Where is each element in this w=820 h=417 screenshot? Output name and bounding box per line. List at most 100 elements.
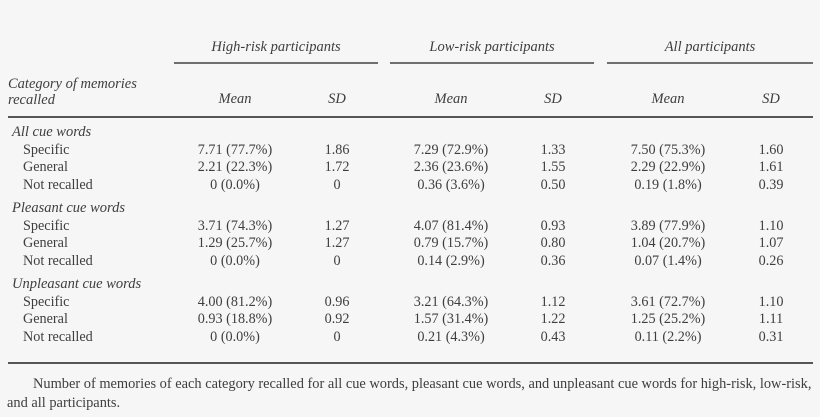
- row-label: Specific: [23, 217, 70, 234]
- value-cell: 1.27: [324, 235, 350, 251]
- column-gap: [594, 311, 607, 329]
- value-cell: 0.26: [758, 252, 784, 269]
- subheader-mean-low-risk: Mean: [434, 91, 468, 107]
- value-cell: 0.36 (3.6%): [417, 176, 485, 193]
- value-cell: 3.61 (72.7%): [630, 293, 706, 310]
- subheader-sd-low-risk: SD: [544, 91, 562, 107]
- value-cell: 4.07 (81.4%): [413, 217, 489, 234]
- value-cell: 2.21 (22.3%): [197, 159, 273, 175]
- table-row: Specific 3.71 (74.3%) 1.27 4.07 (81.4%) …: [8, 218, 813, 236]
- column-gap: [378, 177, 390, 195]
- value-cell: 1.07: [758, 235, 784, 251]
- value-cell: 1.27: [324, 217, 350, 234]
- row-header-category: Category of memories recalled: [8, 76, 137, 108]
- value-cell: 7.29 (72.9%): [413, 141, 489, 158]
- column-gap: [594, 235, 607, 253]
- value-cell: 1.86: [324, 141, 350, 158]
- value-cell: 0: [333, 176, 341, 193]
- value-cell: 0.93 (18.8%): [197, 311, 273, 327]
- value-cell: 0.92: [324, 311, 350, 327]
- section-row: Pleasant cue words: [8, 194, 813, 218]
- subheader-sd-all: SD: [762, 91, 780, 107]
- value-cell: 0.31: [758, 328, 784, 345]
- value-cell: 1.10: [758, 293, 784, 310]
- value-cell: 3.89 (77.9%): [630, 217, 706, 234]
- value-cell: 1.25 (25.2%): [630, 311, 706, 327]
- column-gap: [594, 294, 607, 312]
- column-gap: [594, 14, 607, 117]
- table-row: Not recalled 0 (0.0%) 0 0.36 (3.6%) 0.50…: [8, 177, 813, 195]
- column-gap: [378, 253, 390, 271]
- value-cell: 0.19 (1.8%): [634, 176, 702, 193]
- value-cell: 0.43: [540, 328, 566, 345]
- column-gap: [378, 218, 390, 236]
- memory-recall-table: Category of memories recalled High-risk …: [8, 14, 814, 364]
- table-row: General 0.93 (18.8%) 0.92 1.57 (31.4%) 1…: [8, 311, 813, 329]
- value-cell: 0.96: [324, 293, 350, 310]
- value-cell: 0.50: [540, 176, 566, 193]
- column-gap: [594, 177, 607, 195]
- column-gap: [594, 253, 607, 271]
- section-row: Unpleasant cue words: [8, 270, 813, 294]
- table-header: Category of memories recalled High-risk …: [8, 14, 814, 117]
- value-cell: 0: [333, 252, 341, 269]
- table-row: General 2.21 (22.3%) 1.72 2.36 (23.6%) 1…: [8, 159, 813, 177]
- subheader-mean-high-risk: Mean: [218, 91, 252, 107]
- column-gap: [378, 159, 390, 177]
- value-cell: 1.29 (25.7%): [197, 235, 273, 251]
- subheader-sd-high-risk: SD: [328, 91, 346, 107]
- row-label: Not recalled: [23, 328, 93, 345]
- value-cell: 0 (0.0%): [210, 328, 260, 345]
- value-cell: 2.36 (23.6%): [413, 159, 489, 175]
- row-label: General: [23, 311, 68, 327]
- section-title-pleasant-cue-words: Pleasant cue words: [12, 200, 126, 216]
- value-cell: 0.21 (4.3%): [417, 328, 485, 345]
- value-cell: 1.55: [540, 159, 566, 175]
- column-gap: [378, 329, 390, 364]
- value-cell: 1.57 (31.4%): [413, 311, 489, 327]
- value-cell: 1.61: [758, 159, 784, 175]
- table-row: Specific 7.71 (77.7%) 1.86 7.29 (72.9%) …: [8, 142, 813, 160]
- table-row: Not recalled 0 (0.0%) 0 0.21 (4.3%) 0.43…: [8, 329, 813, 364]
- value-cell: 4.00 (81.2%): [197, 293, 273, 310]
- column-gap: [378, 14, 390, 117]
- column-gap: [594, 218, 607, 236]
- value-cell: 0.93: [540, 217, 566, 234]
- table-row: Not recalled 0 (0.0%) 0 0.14 (2.9%) 0.36…: [8, 253, 813, 271]
- value-cell: 0 (0.0%): [210, 176, 260, 193]
- column-gap: [378, 235, 390, 253]
- value-cell: 1.22: [540, 311, 566, 327]
- paper-table-page: Category of memories recalled High-risk …: [0, 14, 820, 417]
- row-label: General: [23, 235, 68, 251]
- row-label: General: [23, 159, 68, 175]
- value-cell: 2.29 (22.9%): [630, 159, 706, 175]
- group-header-high-risk: High-risk participants: [174, 14, 379, 64]
- subheader-row: Mean SD Mean SD Mean SD: [8, 63, 813, 117]
- value-cell: 0.80: [540, 235, 566, 251]
- table-note: Number of memories of each category reca…: [7, 376, 812, 411]
- section-title-unpleasant-cue-words: Unpleasant cue words: [12, 276, 142, 292]
- column-gap: [594, 329, 607, 364]
- value-cell: 0.11 (2.2%): [634, 328, 702, 345]
- group-header-low-risk: Low-risk participants: [390, 14, 595, 64]
- value-cell: 1.04 (20.7%): [630, 235, 706, 251]
- row-label: Specific: [23, 293, 70, 310]
- value-cell: 0.36: [540, 252, 566, 269]
- value-cell: 7.71 (77.7%): [197, 141, 273, 158]
- column-gap: [594, 159, 607, 177]
- value-cell: 3.21 (64.3%): [413, 293, 489, 310]
- value-cell: 1.10: [758, 217, 784, 234]
- table-body: All cue words Specific 7.71 (77.7%) 1.86…: [8, 117, 813, 363]
- group-header-all: All participants: [607, 14, 814, 64]
- subheader-mean-all: Mean: [651, 91, 685, 107]
- group-header-row: Category of memories recalled High-risk …: [8, 14, 814, 107]
- value-cell: 0.39: [758, 176, 784, 193]
- value-cell: 0.07 (1.4%): [634, 252, 702, 269]
- value-cell: 1.33: [540, 141, 566, 158]
- value-cell: 0.79 (15.7%): [413, 235, 489, 251]
- value-cell: 1.72: [324, 159, 350, 175]
- value-cell: 7.50 (75.3%): [630, 141, 706, 158]
- section-title-all-cue-words: All cue words: [12, 124, 92, 140]
- row-label: Not recalled: [23, 176, 93, 193]
- row-label: Not recalled: [23, 252, 93, 269]
